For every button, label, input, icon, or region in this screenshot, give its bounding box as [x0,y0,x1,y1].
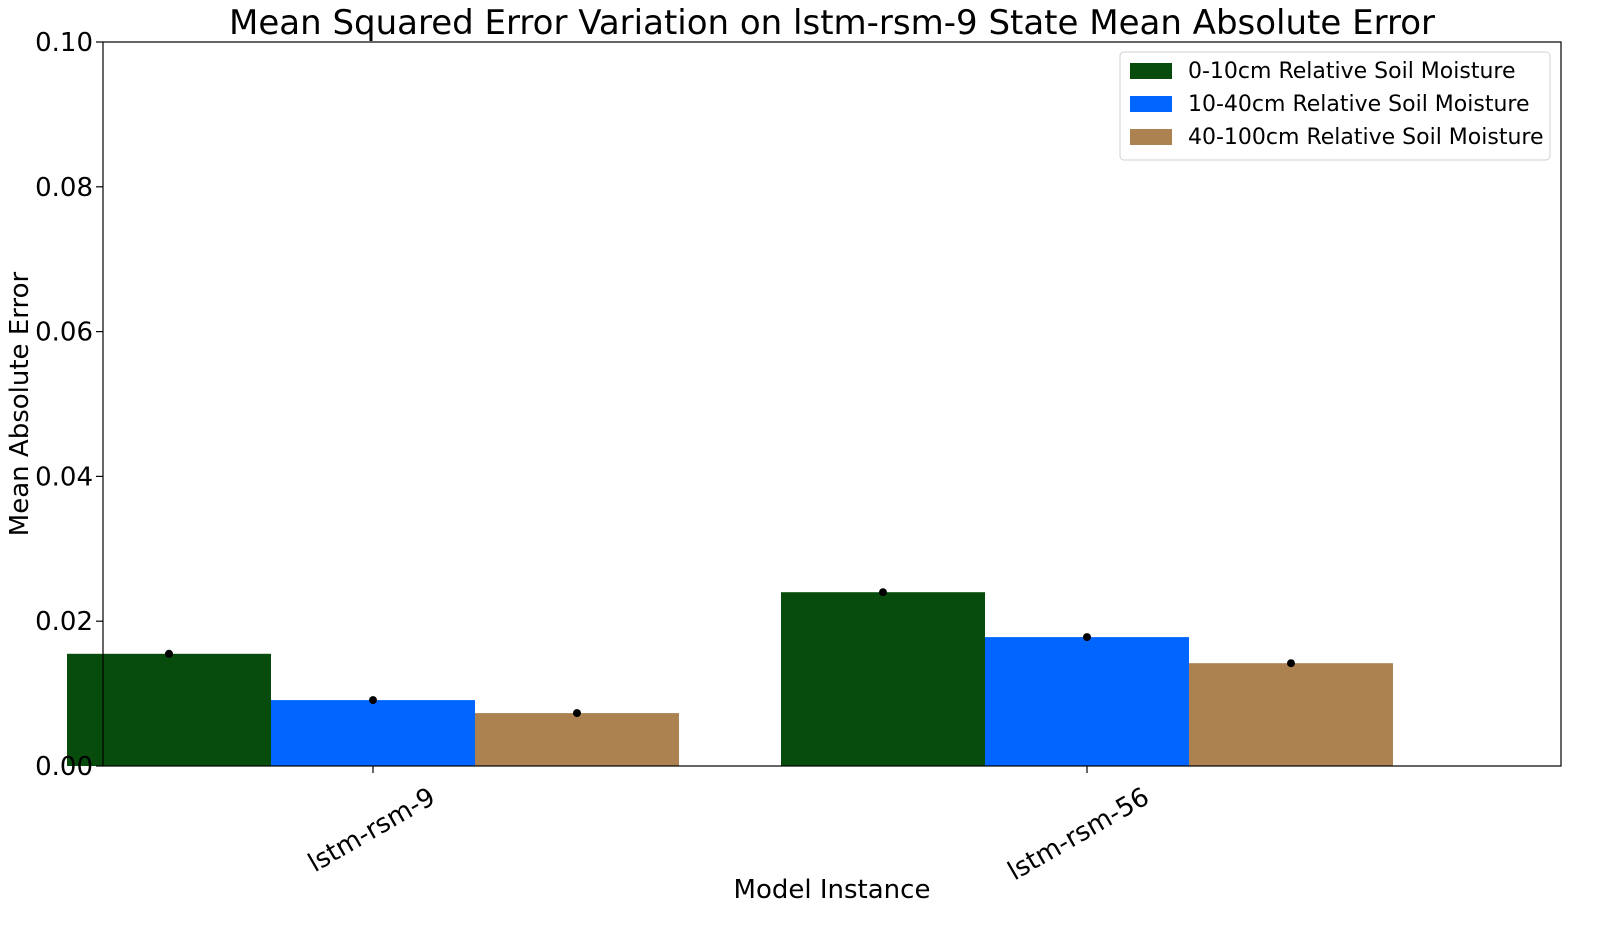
x-tick-label: lstm-rsm-56 [1003,782,1155,887]
y-tick-label: 0.04 [35,462,93,492]
legend-label: 10-40cm Relative Soil Moisture [1188,92,1529,117]
x-tick-label: lstm-rsm-9 [303,782,440,879]
bar-2-lstm-rsm-56 [985,637,1189,766]
y-tick-label: 0.00 [35,752,93,782]
bar-1-lstm-rsm-56 [781,592,985,766]
bar-1-lstm-rsm-9 [67,653,271,766]
error-marker [879,588,887,597]
y-tick-label: 0.10 [35,28,93,58]
legend-swatch [1130,129,1172,145]
error-marker [1287,659,1295,668]
axes-frame [102,41,1562,767]
error-marker [165,649,173,658]
legend-label: 40-100cm Relative Soil Moisture [1188,125,1543,150]
legend: 0-10cm Relative Soil Moisture 10-40cm Rel… [1119,51,1551,161]
bar-3-lstm-rsm-56 [1189,663,1393,766]
y-tick-label: 0.06 [35,318,93,348]
x-axis-label: Model Instance [734,875,931,905]
legend-swatch [1130,63,1172,79]
chart-title: Mean Squared Error Variation on lstm-rsm… [229,3,1435,43]
error-marker [1083,633,1091,642]
bar-3-lstm-rsm-9 [475,713,679,766]
legend-box [1119,51,1551,161]
y-tick-label: 0.08 [35,173,93,203]
y-tick-label: 0.02 [35,607,93,637]
legend-swatch [1130,96,1172,112]
error-marker [573,709,581,718]
y-axis-label: Mean Absolute Error [5,272,35,537]
legend-label: 0-10cm Relative Soil Moisture [1188,59,1516,84]
bar-2-lstm-rsm-9 [271,700,475,766]
error-marker [369,696,377,705]
